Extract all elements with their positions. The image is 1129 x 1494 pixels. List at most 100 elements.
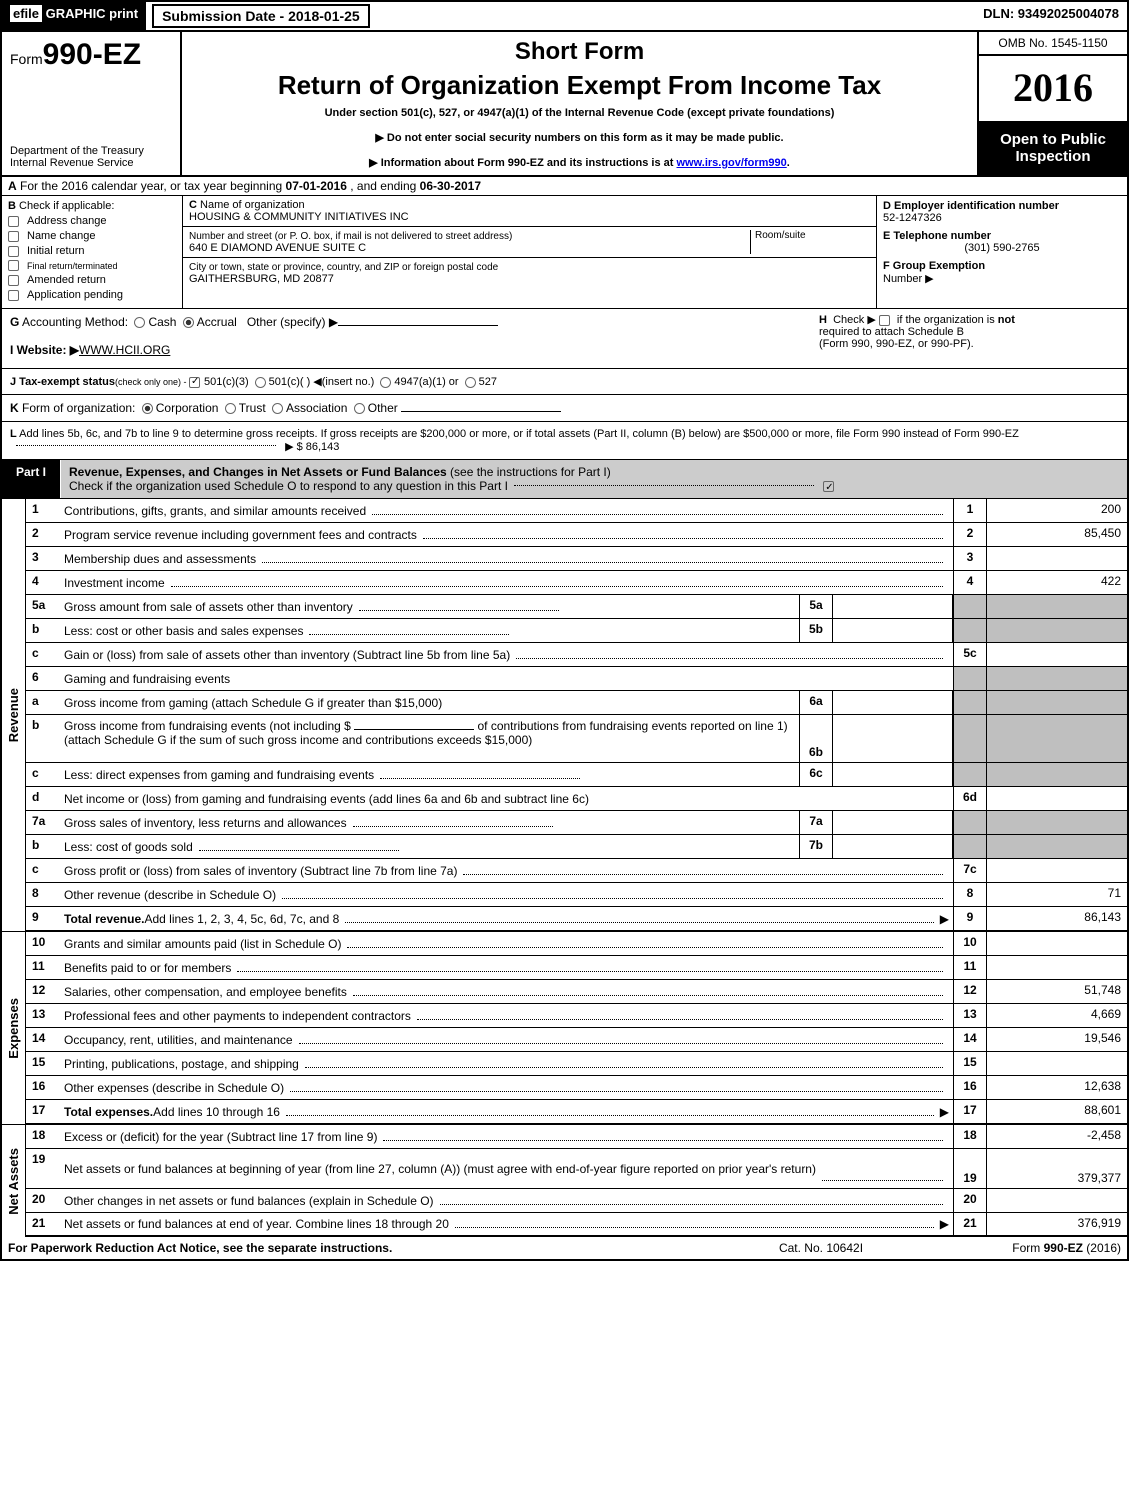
- line-9: 9 Total revenue. Add lines 1, 2, 3, 4, 5…: [26, 907, 1127, 931]
- d: Gross amount from sale of assets other t…: [64, 600, 353, 614]
- addr-label: Number and street (or P. O. box, if mail…: [189, 231, 512, 242]
- line-desc: Gross sales of inventory, less returns a…: [60, 811, 799, 834]
- col-num: 3: [953, 547, 987, 570]
- k-text: Form of organization:: [19, 401, 136, 415]
- line-desc: Program service revenue including govern…: [60, 523, 953, 546]
- d: Less: cost of goods sold: [64, 840, 193, 854]
- col-num: 16: [953, 1076, 987, 1099]
- instr-ssn: ▶ Do not enter social security numbers o…: [192, 131, 967, 144]
- check-schedule-o[interactable]: [823, 481, 834, 492]
- footer: For Paperwork Reduction Act Notice, see …: [2, 1237, 1127, 1259]
- col-val-shade: [987, 691, 1127, 714]
- line-5c: c Gain or (loss) from sale of assets oth…: [26, 643, 1127, 667]
- label-i: I Website: ▶: [10, 343, 79, 357]
- line-desc: Membership dues and assessments: [60, 547, 953, 570]
- line-num: 16: [26, 1076, 60, 1099]
- part-i-tag: Part I: [2, 460, 61, 498]
- check-501c3[interactable]: [189, 377, 200, 388]
- col-val: 376,919: [987, 1213, 1127, 1235]
- part-i-title: Revenue, Expenses, and Changes in Net As…: [61, 460, 1127, 498]
- col-val: [987, 932, 1127, 955]
- col-num: 13: [953, 1004, 987, 1027]
- label-g: G: [10, 315, 19, 329]
- efile-badge: efile GRAPHIC print: [2, 2, 146, 30]
- j-o2: 501(c)( ) ◀(insert no.): [269, 376, 375, 388]
- radio-cash[interactable]: [134, 317, 145, 328]
- city-val: GAITHERSBURG, MD 20877: [189, 273, 334, 285]
- radio-assoc[interactable]: [272, 403, 283, 414]
- col-val-shade: [987, 811, 1127, 834]
- f-label: F Group Exemption: [883, 260, 985, 272]
- sub-val: [833, 619, 953, 642]
- radio-501c[interactable]: [255, 377, 266, 388]
- check-amended-return[interactable]: Amended return: [8, 274, 176, 286]
- line-num: b: [26, 715, 60, 762]
- line-num: b: [26, 835, 60, 858]
- col-val: 86,143: [987, 907, 1127, 930]
- line-6b: b Gross income from fundraising events (…: [26, 715, 1127, 763]
- line-desc: Gross income from fundraising events (no…: [60, 715, 799, 762]
- checkbox-icon: [8, 260, 19, 271]
- footer-right: Form 990-EZ (2016): [921, 1241, 1121, 1255]
- line-num: 5a: [26, 595, 60, 618]
- row-g-h: G Accounting Method: Cash Accrual Other …: [2, 309, 1127, 369]
- check-initial-return[interactable]: Initial return: [8, 245, 176, 257]
- radio-trust[interactable]: [225, 403, 236, 414]
- j-o1: 501(c)(3): [204, 376, 249, 388]
- col-val: 12,638: [987, 1076, 1127, 1099]
- check-final-return[interactable]: Final return/terminated: [8, 260, 176, 271]
- d2: Add lines 10 through 16: [153, 1105, 280, 1119]
- col-val: [987, 859, 1127, 882]
- row-j: J Tax-exempt status(check only one) - 50…: [2, 369, 1127, 395]
- col-val: 19,546: [987, 1028, 1127, 1051]
- d-label: D Employer identification number: [883, 200, 1059, 212]
- d: Investment income: [64, 576, 165, 590]
- org-name: HOUSING & COMMUNITY INITIATIVES INC: [189, 211, 409, 223]
- label-k: K: [10, 401, 19, 415]
- line-desc: Gross profit or (loss) from sales of inv…: [60, 859, 953, 882]
- line-num: 21: [26, 1213, 60, 1235]
- expenses-side-label: Expenses: [2, 932, 26, 1124]
- d: Less: direct expenses from gaming and fu…: [64, 768, 374, 782]
- expenses-block: Expenses 10 Grants and similar amounts p…: [2, 931, 1127, 1124]
- col-num: 14: [953, 1028, 987, 1051]
- d: Gross profit or (loss) from sales of inv…: [64, 864, 457, 878]
- col-num: 12: [953, 980, 987, 1003]
- radio-4947[interactable]: [380, 377, 391, 388]
- checkbox-icon: [8, 246, 19, 257]
- website-val[interactable]: WWW.HCII.ORG: [79, 343, 170, 357]
- instr-info: ▶ Information about Form 990-EZ and its …: [192, 156, 967, 169]
- g-other-line: [338, 325, 498, 326]
- line-desc: Other expenses (describe in Schedule O): [60, 1076, 953, 1099]
- check-application-pending[interactable]: Application pending: [8, 289, 176, 301]
- col-val: 71: [987, 883, 1127, 906]
- col-val-shade: [987, 619, 1127, 642]
- irs-link[interactable]: www.irs.gov/form990: [677, 157, 787, 169]
- revenue-side-label: Revenue: [2, 499, 26, 931]
- radio-527[interactable]: [465, 377, 476, 388]
- line-num: c: [26, 763, 60, 786]
- check-address-change[interactable]: Address change: [8, 215, 176, 227]
- h-text3: required to attach Schedule B: [819, 326, 964, 338]
- instr-info-post: .: [787, 157, 790, 169]
- line-num: c: [26, 643, 60, 666]
- line-desc: Net assets or fund balances at beginning…: [60, 1149, 953, 1188]
- radio-corp[interactable]: [142, 403, 153, 414]
- radio-accrual[interactable]: [183, 317, 194, 328]
- line-num: 13: [26, 1004, 60, 1027]
- line-desc: Gaming and fundraising events: [60, 667, 953, 690]
- d: Net assets or fund balances at beginning…: [64, 1162, 816, 1176]
- c-text: Name of organization: [197, 199, 305, 211]
- d: Gaming and fundraising events: [64, 672, 230, 686]
- room-suite: Room/suite: [750, 230, 870, 254]
- line-num: 3: [26, 547, 60, 570]
- l-text: Add lines 5b, 6c, and 7b to line 9 to de…: [17, 428, 1019, 440]
- line-desc: Net assets or fund balances at end of ye…: [60, 1213, 953, 1235]
- radio-other[interactable]: [354, 403, 365, 414]
- submission-date: Submission Date - 2018-01-25: [152, 4, 370, 28]
- part-i-sub: (see the instructions for Part I): [450, 465, 611, 479]
- checkbox-h[interactable]: [879, 315, 890, 326]
- k-trust: Trust: [239, 401, 266, 415]
- d: Program service revenue including govern…: [64, 528, 417, 542]
- check-name-change[interactable]: Name change: [8, 230, 176, 242]
